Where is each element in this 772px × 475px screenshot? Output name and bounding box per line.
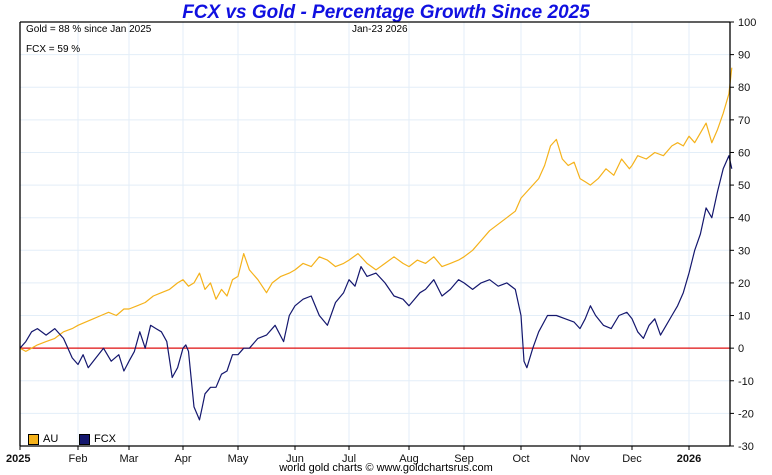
y-tick-label: 90 [738,50,750,62]
x-tick-label: Sep [454,453,474,465]
x-tick-label: Aug [399,453,419,465]
au-swatch-icon [28,433,39,445]
y-tick-label: 30 [738,245,750,257]
legend-item-fcx: FCX [79,433,116,445]
y-tick-label: 60 [738,147,750,159]
grid [19,21,730,447]
date-label: Jan-23 2026 [352,24,408,35]
x-tick-label: 2026 [677,453,701,465]
series-group [19,67,733,421]
legend-item-au: AU [28,433,58,445]
x-tick-label: Dec [622,453,642,465]
chart-title: FCX vs Gold - Percentage Growth Since 20… [182,2,590,23]
y-tick-label: 50 [738,180,750,192]
x-tick-label: Jul [342,453,356,465]
y-tick-label: 80 [738,82,750,94]
x-tick-label: Nov [570,453,590,465]
x-axis-ticks: 2025 Feb Mar Apr May Jun Jul Aug Sep Oct Nov Dec 202… [6,446,701,465]
x-tick-label: Mar [120,453,139,465]
y-tick-label: 0 [738,343,744,355]
y-tick-label: -30 [738,441,754,453]
fcx-swatch-icon [79,433,90,445]
y-tick-label: 40 [738,213,750,225]
y-tick-label: -10 [738,376,754,388]
x-tick-label: 2025 [6,453,30,465]
y-tick-label: 70 [738,115,750,127]
legend-label-au: AU [43,433,59,445]
x-tick-label: Jun [286,453,304,465]
series-line-au [19,67,733,352]
x-tick-label: May [228,453,249,465]
series-line-fcx [19,155,733,421]
y-tick-label: 20 [738,278,750,290]
gold-summary: Gold = 88 % since Jan 2025 [26,24,152,35]
legend-label-fcx: FCX [94,433,116,445]
axes [19,21,731,447]
footer-credit: world gold charts © www.goldchartsrus.co… [279,462,493,474]
fcx-summary: FCX = 59 % [26,44,81,55]
y-tick-label: -20 [738,408,754,420]
x-tick-label: Feb [69,453,88,465]
y-tick-label: 10 [738,311,750,323]
x-tick-label: Apr [174,453,191,465]
y-tick-label: 100 [738,17,756,29]
x-tick-label: Oct [512,453,529,465]
